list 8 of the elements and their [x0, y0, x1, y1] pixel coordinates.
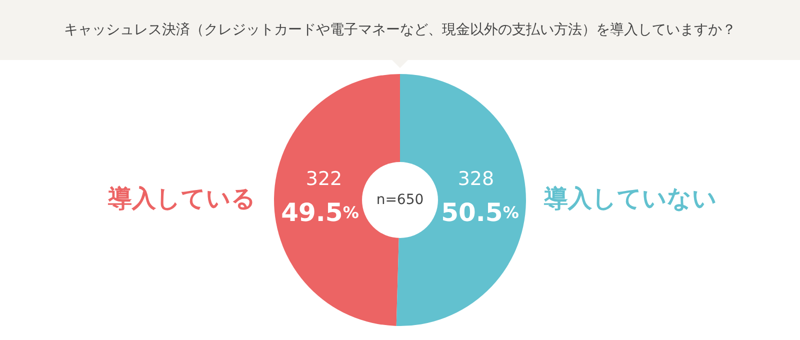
text: n=650 [376, 192, 424, 208]
chart-title: キャッシュレス決済（クレジットカードや電子マネーなど、現金以外の支払い方法）を導入していますか？ [64, 22, 736, 38]
slice-label: 導入している [107, 184, 256, 213]
data-label: 328 [458, 168, 494, 190]
text: 49.5% [281, 198, 359, 227]
text: 50.5% [441, 198, 519, 227]
slice-label: 導入していない [543, 184, 717, 213]
data-label: 322 [306, 168, 342, 190]
